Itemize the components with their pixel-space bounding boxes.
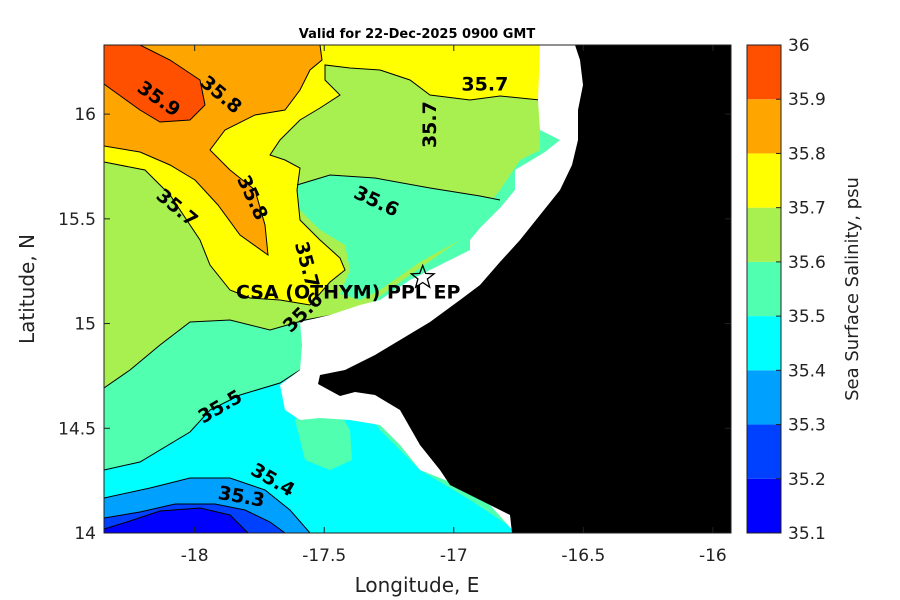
colorbar-segment <box>747 153 781 208</box>
colorbar-tick-label: 36 <box>788 36 810 56</box>
colorbar-tick-label: 35.2 <box>788 470 826 490</box>
y-tick-label: 15 <box>74 315 96 335</box>
contour-line <box>104 369 301 471</box>
colorbar-tick-label: 35.3 <box>788 416 826 436</box>
band-35.1-35.2 <box>104 508 248 533</box>
y-tick-label: 14 <box>74 524 96 544</box>
station-layer: CSA (OTHYM) PPL EP <box>236 263 461 303</box>
y-tick-label: 14.5 <box>58 419 96 439</box>
x-tick-label: -16 <box>699 546 727 566</box>
x-tick-label: -17.5 <box>302 546 346 566</box>
contour-line <box>104 503 286 533</box>
colorbar-segment <box>747 261 781 317</box>
x-tick-label: -18 <box>181 546 209 566</box>
x-tick-label: -16.5 <box>561 546 605 566</box>
colorbar-tick-label: 35.6 <box>788 253 826 273</box>
contour-line <box>104 45 206 123</box>
coast-layer <box>280 45 731 533</box>
contour-line <box>104 477 311 533</box>
colorbar-tick-label: 35.8 <box>788 144 826 164</box>
contour-line <box>296 174 501 201</box>
colorbar-segment <box>747 370 781 425</box>
colorbar-segment <box>747 478 781 533</box>
x-axis-label: Longitude, E <box>355 573 480 597</box>
contour-line <box>104 64 541 306</box>
colorbar-frame <box>746 44 782 534</box>
colorbar-segment <box>747 45 781 100</box>
colorbar: 35.1 35.2 35.3 35.4 35.5 35.6 35.7 35.8 35.9 36 <box>746 36 826 544</box>
colorbar-tick-label: 35.4 <box>788 361 826 381</box>
station-star-marker <box>409 263 436 289</box>
colorbar-tick-label: 35.9 <box>788 90 826 110</box>
colorbar-label: Sea Surface Salinity, psu <box>842 177 863 401</box>
colorbar-tick-label: 35.1 <box>788 524 826 544</box>
contour-line <box>104 45 323 257</box>
contour-line <box>104 507 249 533</box>
y-tick-label: 16 <box>74 105 96 125</box>
station-name: CSA (OTHYM) PPL EP <box>236 281 461 303</box>
chart-title: Valid for 22-Dec-2025 0900 GMT <box>299 27 536 42</box>
y-axis-label: Latitude, N <box>15 234 39 344</box>
contour-lines <box>104 45 541 533</box>
colorbar-segment <box>747 99 781 154</box>
x-axis: -18 -17.5 -17 -16.5 -16 <box>181 45 727 566</box>
land-mass <box>318 45 731 533</box>
y-axis: 14 14.5 15 15.5 16 <box>58 105 731 544</box>
colorbar-tick-label: 35.7 <box>788 199 826 219</box>
plot-frame <box>103 44 732 534</box>
contour-label: 35.7 <box>461 73 508 95</box>
colorbar-segment <box>747 316 781 371</box>
band-35.5-35.6-blob <box>297 175 500 300</box>
contour-line <box>104 309 361 389</box>
colorbar-tick-label: 35.5 <box>788 307 826 327</box>
x-tick-label: -17 <box>440 546 468 566</box>
colorbar-segment <box>747 424 781 479</box>
colorbar-segment <box>747 207 781 262</box>
contour-label: 35.7 <box>419 101 441 148</box>
band-35.9-36 <box>104 45 205 122</box>
y-tick-label: 15.5 <box>58 210 96 230</box>
